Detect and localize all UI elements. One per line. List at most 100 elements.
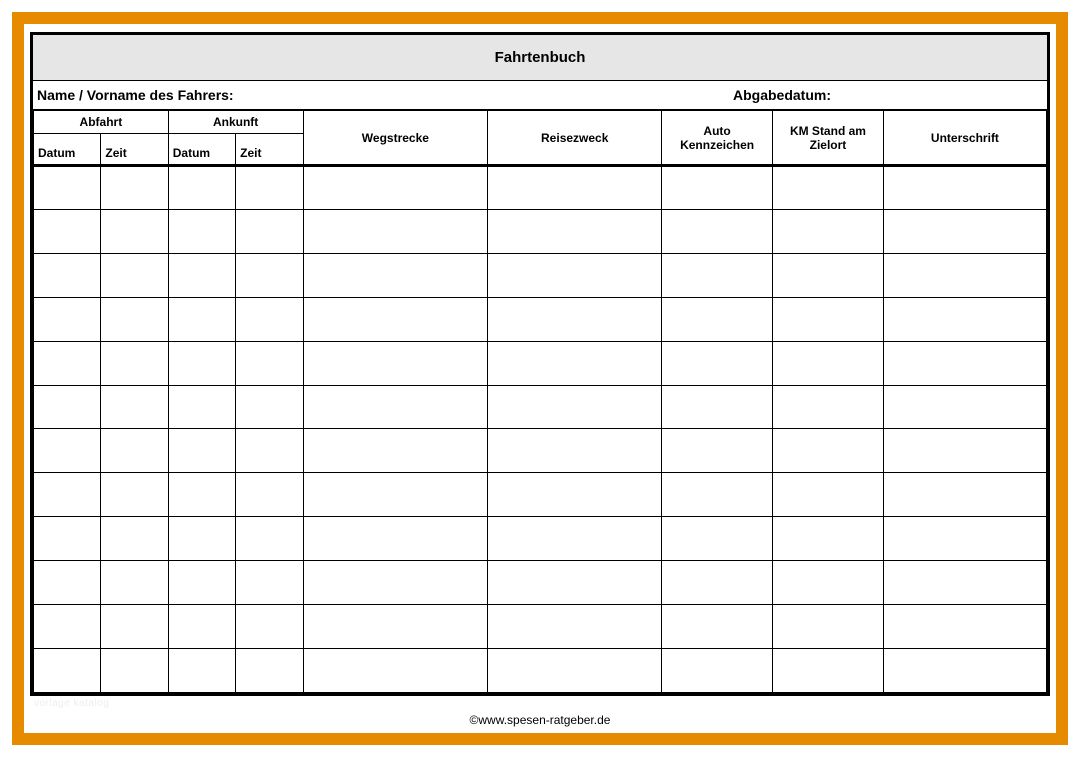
table-cell [34,253,101,297]
table-cell [168,648,235,692]
table-cell [488,385,662,429]
table-cell [34,166,101,210]
driver-name-label: Name / Vorname des Fahrers: [37,87,723,103]
table-cell [303,605,488,649]
submission-date-label: Abgabedatum: [723,87,1043,103]
table-cell [662,209,773,253]
table-cell [303,341,488,385]
table-cell [303,561,488,605]
footer-credit: ©www.spesen-ratgeber.de [30,709,1050,729]
table-row [34,385,1047,429]
table-cell [662,605,773,649]
table-cell [236,561,303,605]
form-title: Fahrtenbuch [33,35,1047,81]
table-cell [883,297,1046,341]
table-cell [773,385,884,429]
col-purpose: Reisezweck [488,111,662,166]
table-cell [662,341,773,385]
table-cell [101,561,168,605]
table-cell [101,297,168,341]
table-cell [168,297,235,341]
table-cell [34,648,101,692]
table-cell [773,341,884,385]
logbook-table: Abfahrt Ankunft Wegstrecke Reisezweck Au… [33,110,1047,693]
table-cell [101,605,168,649]
col-km: KM Stand am Zielort [773,111,884,166]
table-cell [236,473,303,517]
table-cell [168,166,235,210]
table-row [34,297,1047,341]
table-cell [168,341,235,385]
table-cell [883,473,1046,517]
table-cell [773,429,884,473]
col-arrival-date: Datum [168,134,235,166]
table-cell [662,473,773,517]
table-cell [883,385,1046,429]
table-cell [303,517,488,561]
table-cell [662,561,773,605]
table-cell [303,253,488,297]
table-cell [488,648,662,692]
table-cell [236,166,303,210]
col-departure-time: Zeit [101,134,168,166]
table-cell [303,648,488,692]
table-cell [34,605,101,649]
table-row [34,473,1047,517]
table-cell [488,253,662,297]
table-cell [236,209,303,253]
table-cell [488,473,662,517]
table-cell [883,166,1046,210]
table-cell [101,517,168,561]
col-arrival-group: Ankunft [168,111,303,134]
table-cell [34,561,101,605]
table-cell [303,429,488,473]
table-cell [236,385,303,429]
table-cell [773,209,884,253]
table-cell [168,429,235,473]
table-cell [303,297,488,341]
table-cell [236,517,303,561]
table-cell [773,605,884,649]
table-cell [488,517,662,561]
watermark-text: vorlage katalog [30,696,1050,709]
table-cell [236,648,303,692]
table-cell [303,209,488,253]
table-cell [488,561,662,605]
table-cell [488,297,662,341]
table-cell [168,385,235,429]
table-cell [101,385,168,429]
table-cell [883,253,1046,297]
info-bar: Name / Vorname des Fahrers: Abgabedatum: [33,81,1047,110]
table-cell [883,209,1046,253]
table-cell [773,473,884,517]
table-cell [662,385,773,429]
table-cell [662,297,773,341]
table-row [34,166,1047,210]
table-cell [773,166,884,210]
table-cell [236,429,303,473]
table-cell [662,517,773,561]
col-arrival-time: Zeit [236,134,303,166]
table-cell [168,561,235,605]
table-row [34,648,1047,692]
col-plate: Auto Kennzeichen [662,111,773,166]
table-cell [883,341,1046,385]
table-cell [488,341,662,385]
col-signature: Unterschrift [883,111,1046,166]
table-cell [773,517,884,561]
table-cell [303,166,488,210]
table-cell [34,429,101,473]
table-row [34,429,1047,473]
table-cell [662,648,773,692]
table-cell [883,605,1046,649]
table-cell [488,605,662,649]
table-row [34,517,1047,561]
table-cell [101,253,168,297]
col-departure-date: Datum [34,134,101,166]
table-cell [34,473,101,517]
table-cell [773,561,884,605]
table-cell [168,473,235,517]
table-cell [488,209,662,253]
table-cell [303,385,488,429]
table-cell [488,166,662,210]
